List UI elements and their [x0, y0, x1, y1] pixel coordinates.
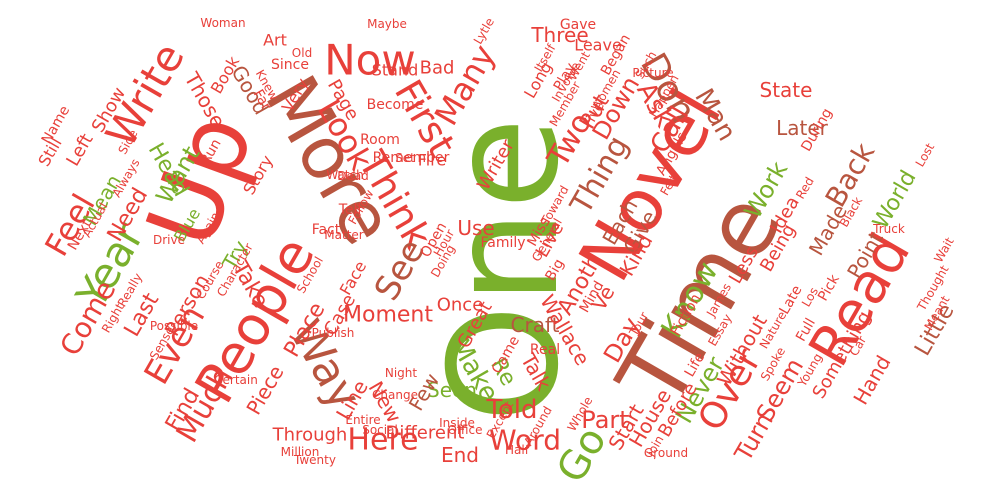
- word-los: Los: [799, 285, 821, 309]
- word-fact: Fact: [312, 222, 341, 238]
- word-woman: Woman: [200, 16, 245, 30]
- word-half: Half: [505, 443, 530, 457]
- word-bad: Bad: [420, 58, 455, 79]
- word-gave: Gave: [560, 17, 596, 33]
- word-art: Art: [263, 31, 287, 50]
- word-entire: Entire: [345, 413, 380, 427]
- word-state: State: [760, 78, 813, 102]
- word-craft: Craft: [511, 313, 560, 337]
- word-one: One: [418, 117, 592, 422]
- word-drive: Drive: [153, 233, 185, 247]
- word-face: Face: [336, 258, 371, 299]
- word-million: Million: [281, 445, 320, 459]
- word-use: Use: [457, 216, 494, 240]
- word-lost: Lost: [913, 141, 938, 170]
- word-once: Once: [437, 295, 484, 316]
- word-real: Real: [530, 342, 560, 358]
- word-change: Change: [372, 388, 418, 402]
- word-room: Room: [360, 132, 400, 148]
- word-watch: Watch: [326, 168, 363, 182]
- word-office: Office: [447, 423, 482, 437]
- word-inside: Inside: [439, 416, 475, 430]
- word-certain: Certain: [214, 373, 258, 387]
- word-through: Through: [272, 425, 348, 446]
- word-now: Now: [324, 36, 415, 85]
- word-tell: Tell: [338, 202, 362, 218]
- word-truck: Truck: [872, 222, 905, 236]
- word-since: Since: [271, 57, 309, 73]
- word-matter: Matter: [324, 228, 364, 242]
- word-lytle: Lytle: [471, 15, 497, 46]
- word-name: Name: [39, 103, 74, 147]
- word-become: Become: [367, 97, 424, 113]
- word-red: Red: [793, 175, 817, 202]
- word-family: Family: [480, 235, 525, 251]
- word-ground: Ground: [644, 446, 688, 460]
- word-different: Different: [386, 423, 465, 444]
- word-three: Three: [530, 23, 588, 47]
- word-moment: Moment: [343, 303, 433, 328]
- word-social: Social: [362, 423, 398, 437]
- word-part: Part: [581, 406, 628, 434]
- word-dead: Dead: [337, 169, 369, 183]
- word-remember: Remember: [373, 150, 450, 166]
- word-here: Here: [347, 423, 418, 458]
- word-later: Later: [776, 116, 829, 140]
- word-night: Night: [385, 366, 418, 380]
- word-seen: Seen: [427, 378, 477, 402]
- word-twenty: Twenty: [293, 453, 336, 467]
- word-end: End: [441, 443, 479, 467]
- word-told: Told: [485, 395, 537, 425]
- word-leave: Leave: [574, 36, 622, 55]
- word-set: Set: [395, 151, 415, 165]
- word-maybe: Maybe: [367, 17, 407, 31]
- word-stand: Stand: [372, 61, 419, 80]
- word-publish: Publish: [312, 326, 355, 340]
- word-wait: Wait: [931, 235, 957, 265]
- word-fire: Fire: [418, 151, 447, 170]
- word-picture: Picture: [632, 66, 673, 80]
- word-possible: Possible: [150, 319, 198, 333]
- word-left: Left: [62, 130, 97, 170]
- word-word: Word: [489, 424, 561, 457]
- word-old: Old: [292, 46, 312, 60]
